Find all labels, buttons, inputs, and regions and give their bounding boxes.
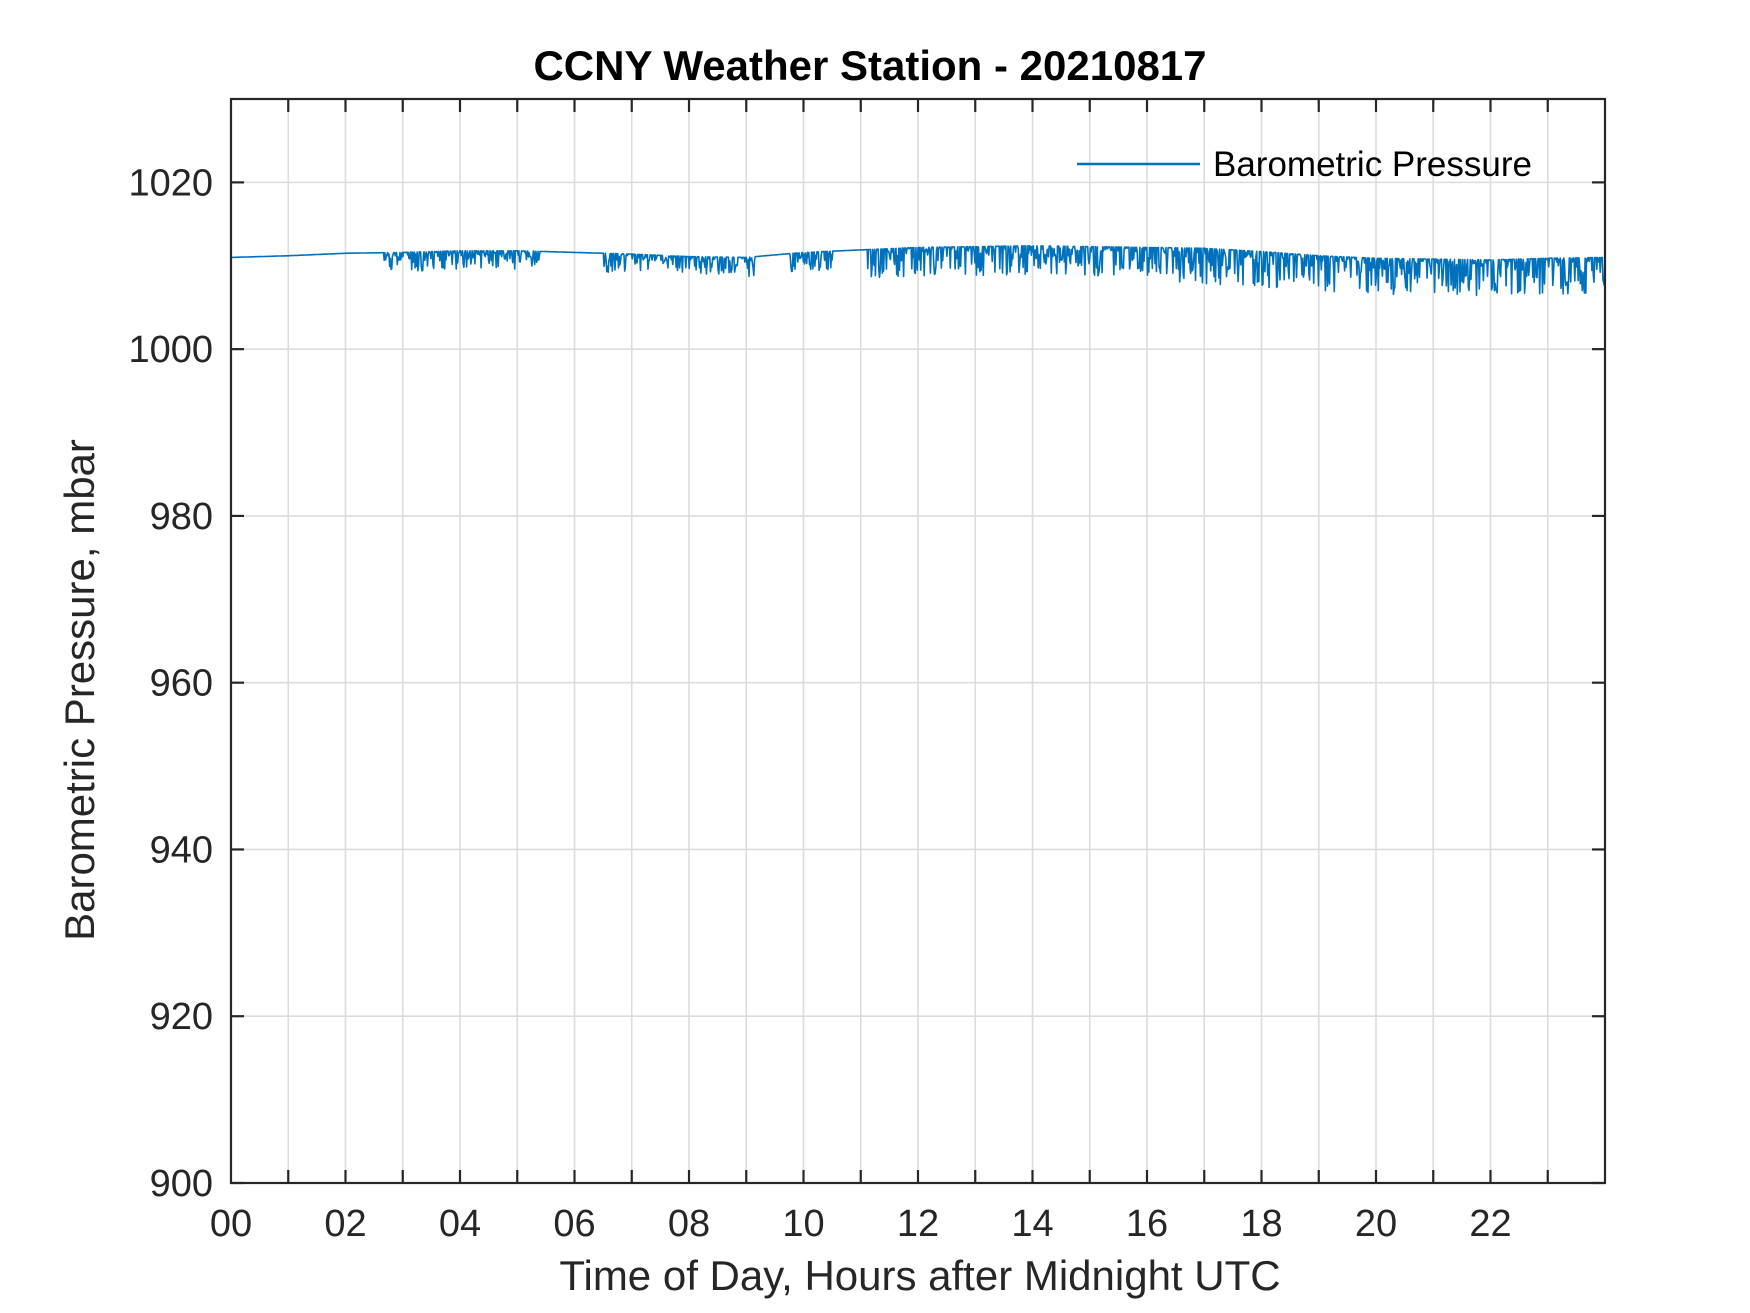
- y-tick-label: 1000: [128, 329, 213, 371]
- x-tick-label: 04: [439, 1203, 481, 1245]
- y-tick-label: 980: [150, 496, 213, 538]
- legend: Barometric Pressure: [1077, 145, 1532, 184]
- x-tick-label: 08: [668, 1203, 710, 1245]
- grid: [231, 99, 1605, 1183]
- y-tick-label: 940: [150, 829, 213, 871]
- x-tick-label: 16: [1126, 1203, 1168, 1245]
- x-tick-labels: 00 02 04 06 08 10 12 14 16 18 20 22: [210, 1203, 1512, 1245]
- x-tick-label: 02: [324, 1203, 366, 1245]
- y-tick-label: 920: [150, 996, 213, 1038]
- y-tick-label: 960: [150, 663, 213, 705]
- axes: [229, 97, 1607, 1185]
- x-axis-label: Time of Day, Hours after Midnight UTC: [559, 1252, 1280, 1299]
- y-tick-labels: 900 920 940 960 980 1000 1020: [128, 162, 213, 1205]
- y-tick-label: 900: [150, 1163, 213, 1205]
- x-tick-label: 00: [210, 1203, 252, 1245]
- series-barometric-pressure: [230, 245, 1606, 297]
- x-tick-label: 06: [553, 1203, 595, 1245]
- x-tick-label: 14: [1011, 1203, 1053, 1245]
- x-tick-label: 20: [1355, 1203, 1397, 1245]
- x-tick-label: 22: [1469, 1203, 1511, 1245]
- x-tick-label: 12: [897, 1203, 939, 1245]
- y-axis-label: Barometric Pressure, mbar: [56, 439, 103, 941]
- chart-title: CCNY Weather Station - 20210817: [533, 42, 1206, 89]
- x-tick-label: 10: [782, 1203, 824, 1245]
- y-tick-label: 1020: [128, 162, 213, 204]
- legend-label: Barometric Pressure: [1213, 145, 1532, 184]
- x-tick-label: 18: [1240, 1203, 1282, 1245]
- series-line: [230, 245, 1606, 297]
